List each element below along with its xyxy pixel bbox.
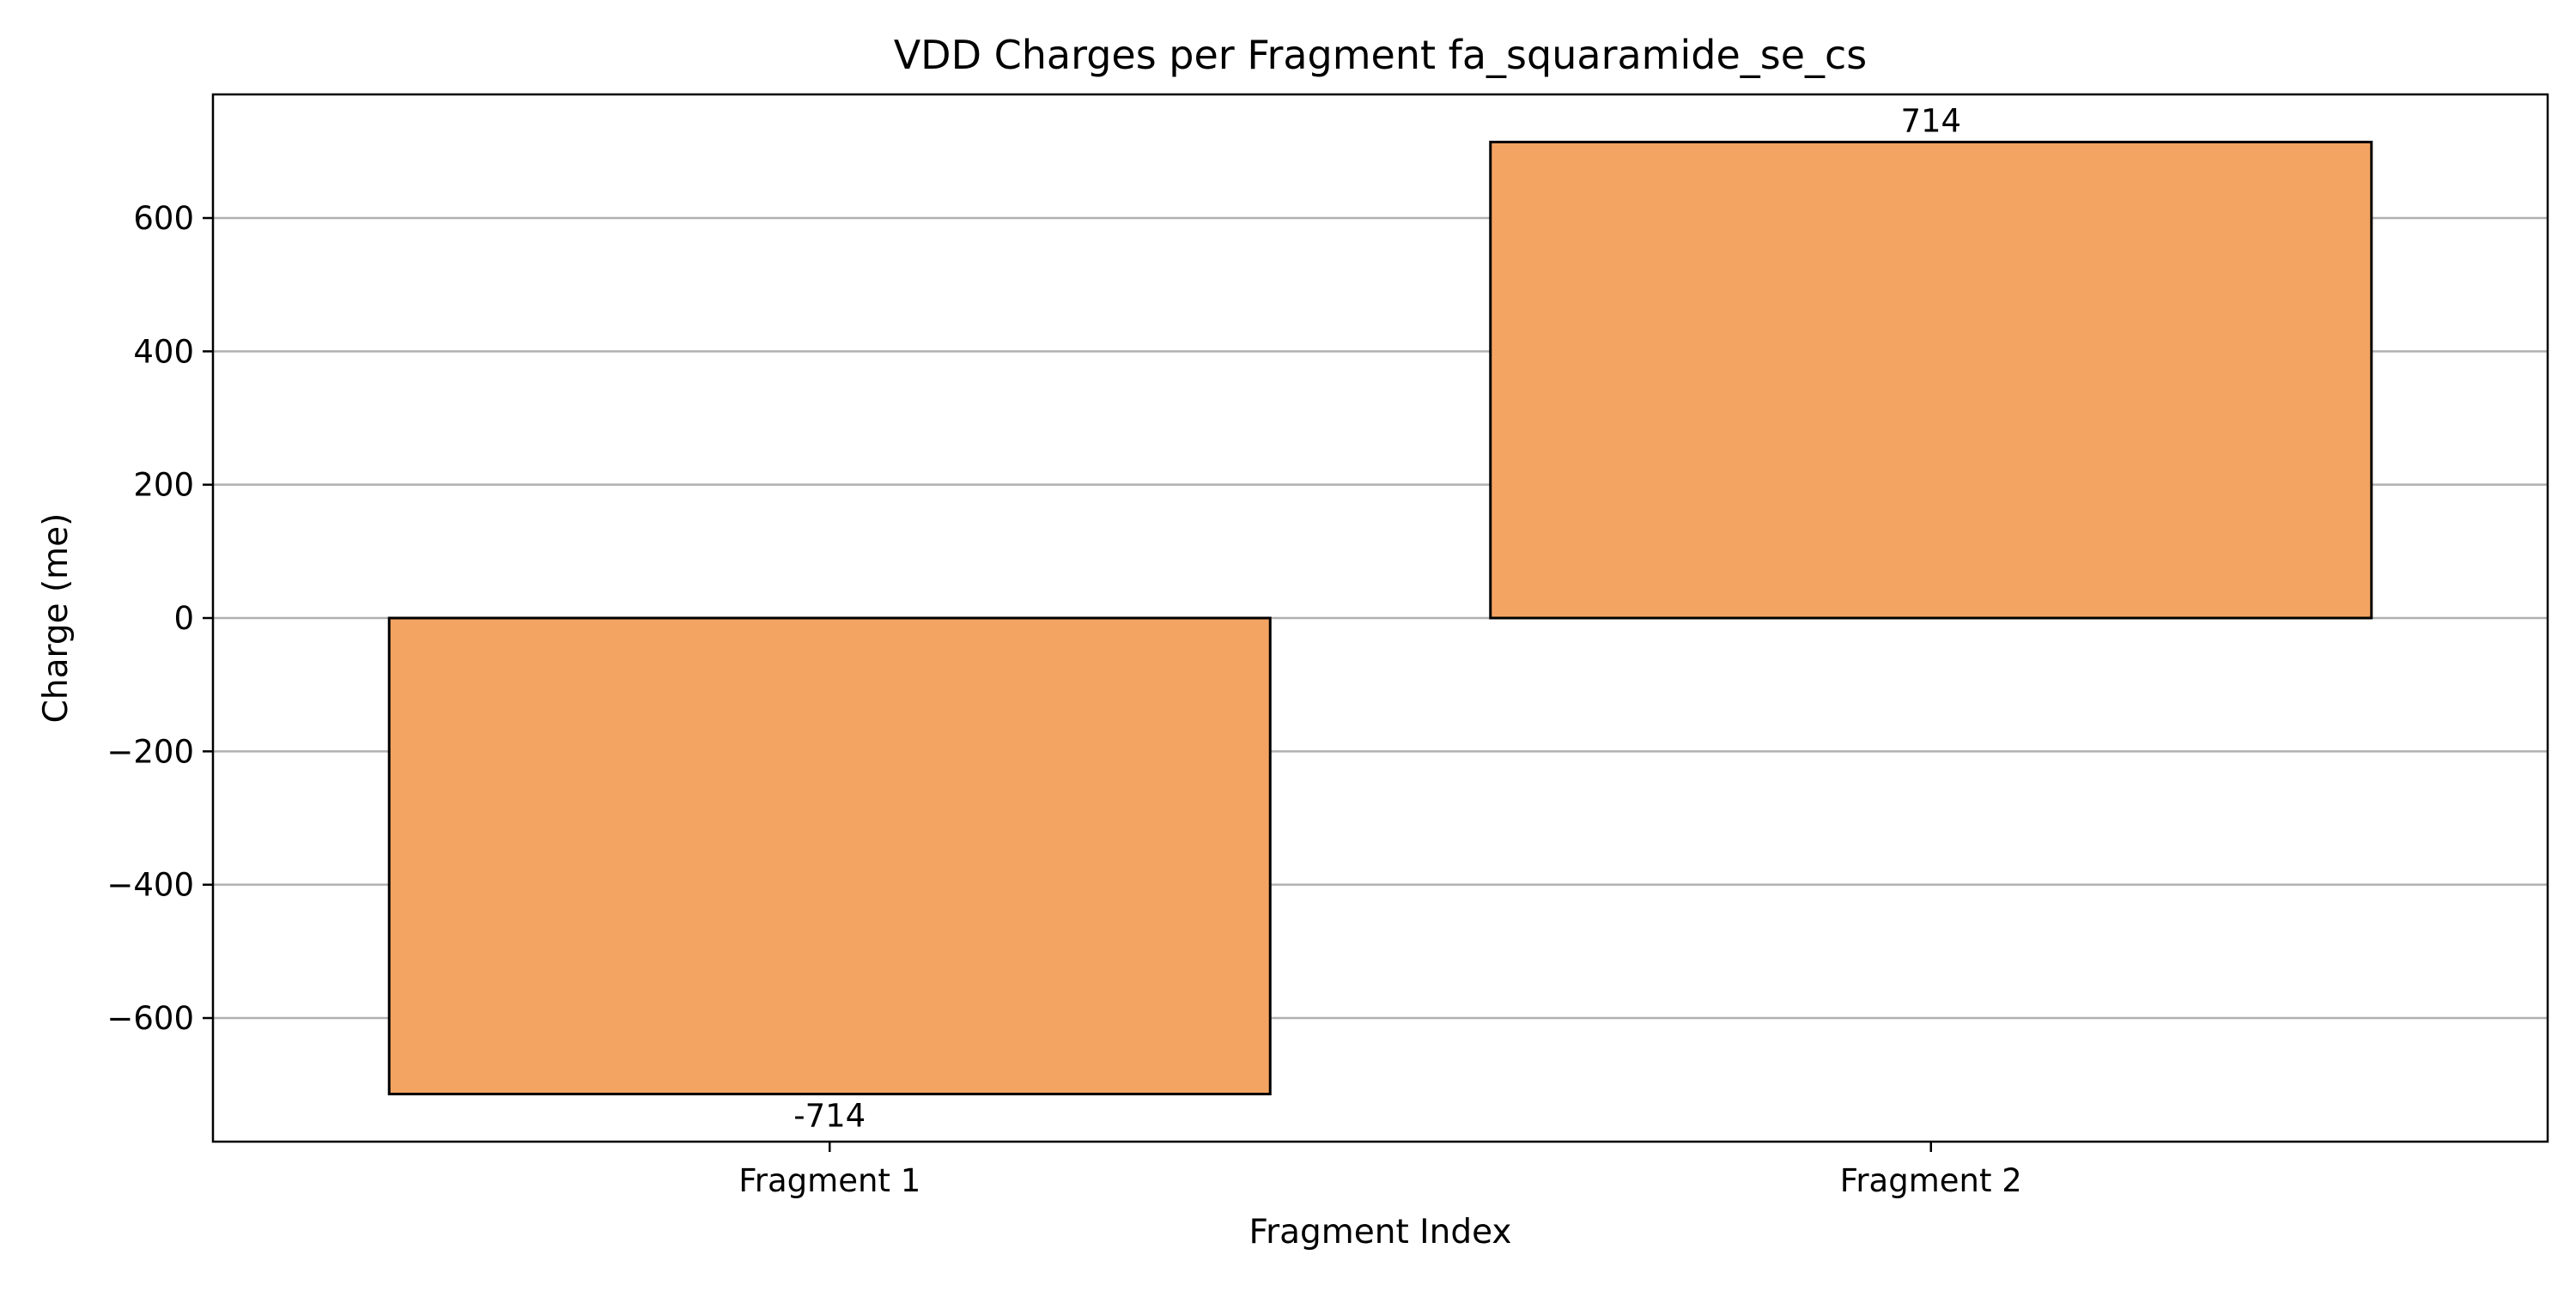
y-axis-label: Charge (me) bbox=[37, 513, 76, 724]
data-labels: -714 714 bbox=[793, 102, 1961, 1134]
y-tick-label: 200 bbox=[133, 467, 194, 504]
bar-2 bbox=[1489, 140, 2373, 620]
data-label: 714 bbox=[1900, 102, 1961, 139]
data-label: -714 bbox=[793, 1098, 866, 1135]
y-tick-label: −400 bbox=[106, 867, 194, 904]
axis-ticks: −600 −400 −200 0 200 400 600 Fragment 1 Fragment… bbox=[106, 200, 2021, 1199]
x-axis-label: Fragment Index bbox=[1249, 1213, 1511, 1252]
x-tick-label: Fragment 2 bbox=[1840, 1162, 2022, 1199]
bar-1 bbox=[387, 616, 1272, 1096]
x-tick-label: Fragment 1 bbox=[738, 1162, 920, 1199]
bars bbox=[387, 140, 2373, 1096]
y-tick-label: 0 bbox=[173, 600, 194, 637]
y-tick-label: −200 bbox=[106, 733, 194, 770]
y-tick-label: 400 bbox=[133, 333, 194, 370]
chart-title: VDD Charges per Fragment fa_squaramide_s… bbox=[894, 32, 1868, 78]
y-tick-label: −600 bbox=[106, 1000, 194, 1037]
y-tick-label: 600 bbox=[133, 200, 194, 237]
